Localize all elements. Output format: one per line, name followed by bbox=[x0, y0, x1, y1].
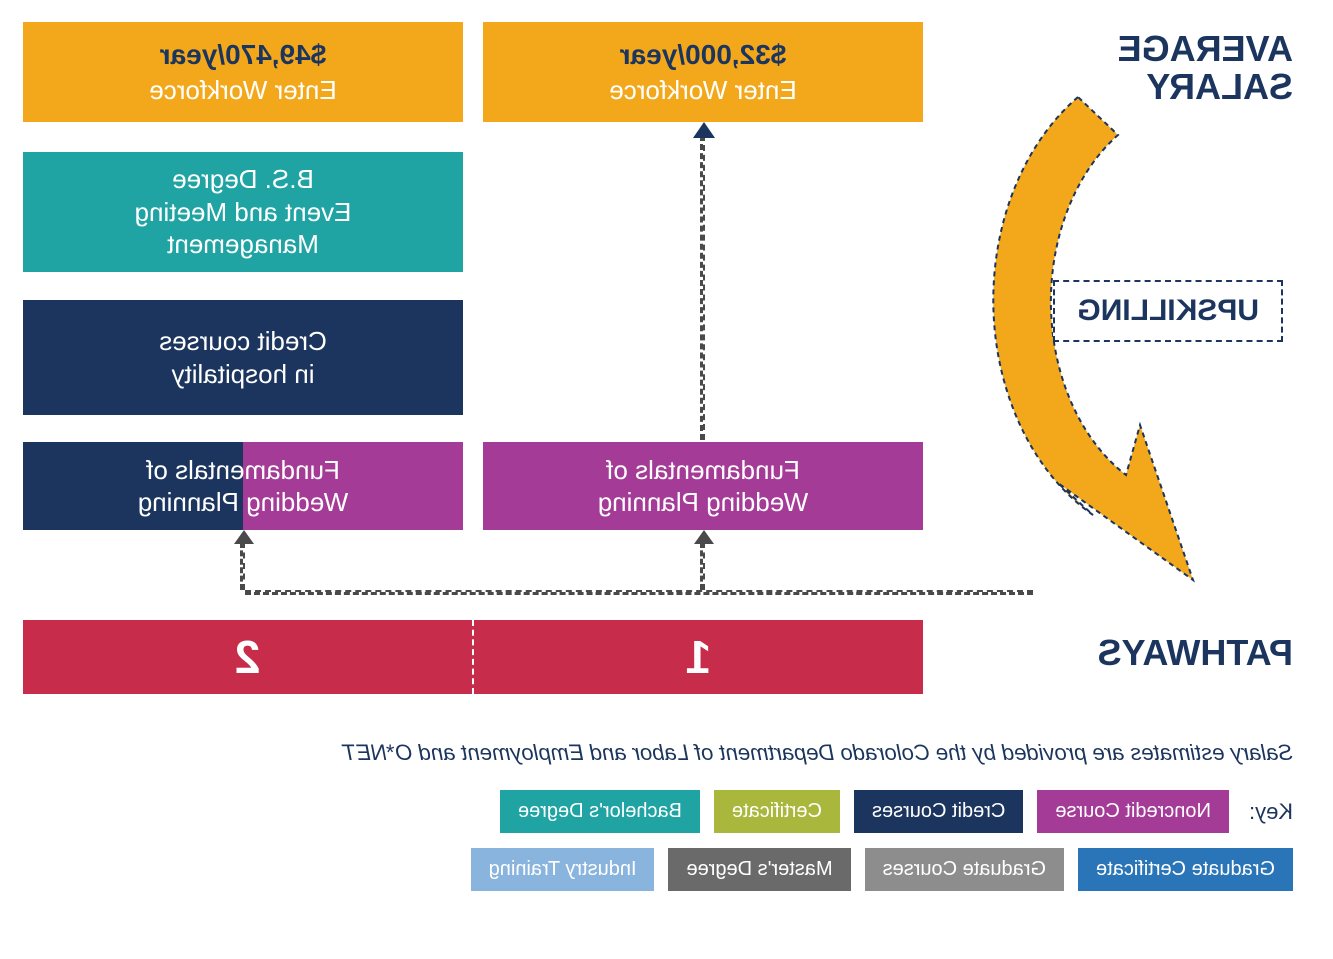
col2-fundamentals-text: Fundamentals of Wedding Planning bbox=[138, 454, 349, 519]
key-gradcert: Graduate Certificate bbox=[1078, 848, 1293, 891]
col2-credit-box: Credit courses in hospitality bbox=[23, 300, 463, 415]
key-certificate: Certificate bbox=[714, 790, 840, 833]
pathways-bar: 1 2 bbox=[23, 620, 923, 694]
arrowhead-col1-up bbox=[694, 530, 714, 544]
key-bachelor: Bachelor's Degree bbox=[500, 790, 700, 833]
col1-enter: Enter Workforce bbox=[609, 75, 796, 106]
col1-salary: $32,000/year bbox=[620, 39, 787, 71]
connector-v2 bbox=[240, 542, 245, 590]
pathway-divider bbox=[472, 620, 474, 694]
key-gradcourses: Graduate Courses bbox=[865, 848, 1064, 891]
col2-salary: $49,470/year bbox=[160, 39, 327, 71]
key-row-1: Key: Noncredit Course Credit Courses Cer… bbox=[500, 790, 1293, 833]
connector-h bbox=[245, 590, 1033, 595]
diagram-root: AVERAGE SALARY PATHWAYS UPSKILLING $32,0… bbox=[0, 0, 1333, 959]
col1-fundamentals-box: Fundamentals of Wedding Planning bbox=[483, 442, 923, 530]
col2-enter: Enter Workforce bbox=[149, 75, 336, 106]
key-noncredit: Noncredit Course bbox=[1037, 790, 1229, 833]
upskilling-box: UPSKILLING bbox=[1053, 280, 1283, 342]
connector-col1-mid bbox=[700, 135, 705, 440]
key-credit: Credit Courses bbox=[854, 790, 1023, 833]
arrowhead-col1-top bbox=[693, 122, 715, 138]
salary-footnote: Salary estimates are provided by the Col… bbox=[40, 740, 1293, 766]
col1-workforce-box: $32,000/year Enter Workforce bbox=[483, 22, 923, 122]
col1-fundamentals-text: Fundamentals of Wedding Planning bbox=[598, 454, 809, 519]
pathway-2-cell: 2 bbox=[23, 620, 472, 694]
connector-v1 bbox=[700, 542, 705, 590]
col2-fundamentals-box: Fundamentals of Wedding Planning bbox=[23, 442, 463, 530]
col2-degree-text: B.S. Degree Event and Meeting Management bbox=[135, 163, 352, 261]
col2-degree-box: B.S. Degree Event and Meeting Management bbox=[23, 152, 463, 272]
arrowhead-col2-up bbox=[234, 530, 254, 544]
key-masters: Master's Degree bbox=[669, 848, 851, 891]
col2-credit-text: Credit courses in hospitality bbox=[159, 325, 327, 390]
key-label: Key: bbox=[1249, 799, 1293, 825]
key-industry: Industry Training bbox=[471, 848, 655, 891]
col2-workforce-box: $49,470/year Enter Workforce bbox=[23, 22, 463, 122]
pathway-1-cell: 1 bbox=[474, 620, 923, 694]
pathways-label: PATHWAYS bbox=[1098, 632, 1293, 674]
key-row-2: Graduate Certificate Graduate Courses Ma… bbox=[471, 848, 1293, 891]
